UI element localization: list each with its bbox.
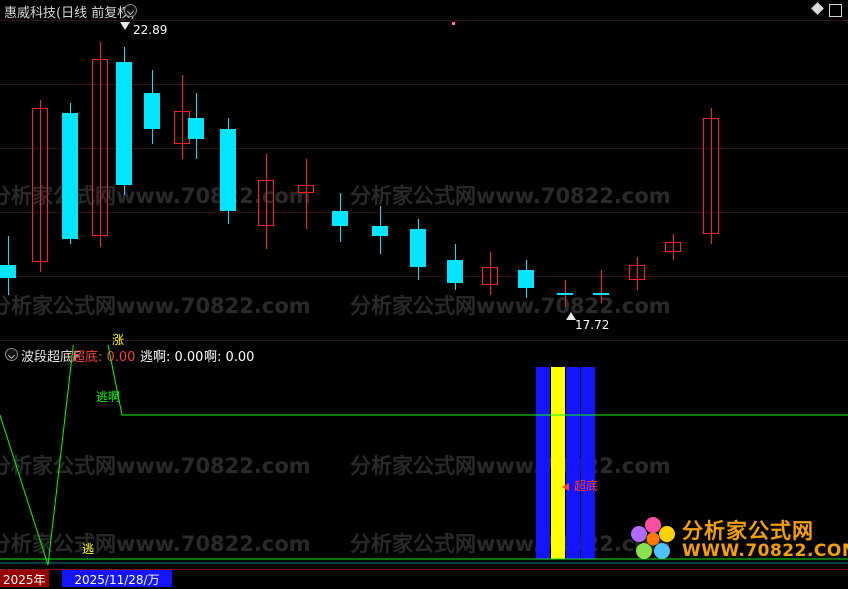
candle-body [410, 228, 426, 268]
indicator-header: 波段超底F 超底: 0.00 逃啊: 0.00 啊: 0.00 [0, 345, 848, 365]
candle-body [447, 259, 463, 283]
candlestick [629, 20, 645, 342]
candle-wick [40, 100, 41, 273]
candlestick [220, 20, 236, 342]
marker-dot-icon [452, 22, 455, 25]
candle-wick [673, 233, 674, 260]
candlestick [593, 20, 609, 342]
gridline [0, 340, 848, 341]
flower-logo-icon [631, 517, 675, 559]
candle-body [116, 61, 132, 186]
arrow-up-icon [566, 312, 576, 320]
candle-body [298, 185, 314, 193]
gridline [0, 276, 848, 277]
candle-wick [100, 41, 101, 247]
indicator-line-series [0, 345, 848, 566]
axis-year-label: 2025年 [0, 570, 49, 587]
candlestick [703, 20, 719, 342]
candle-body [92, 59, 108, 237]
candlestick [258, 20, 274, 342]
candlestick [116, 20, 132, 342]
candle-body [258, 180, 274, 227]
square-icon[interactable] [829, 4, 842, 17]
candle-body [557, 292, 573, 296]
annotation-chaodi: 超底 [574, 479, 599, 493]
gridline [0, 20, 848, 21]
candlestick [332, 20, 348, 342]
time-axis[interactable]: 2025年 2025/11/28/万 [0, 569, 848, 587]
candlestick [298, 20, 314, 342]
candle-body [593, 292, 609, 296]
page-title: 惠威科技(日线 前复权) [4, 6, 136, 21]
indicator-value-taoa: 逃啊: 0.00 [140, 350, 204, 365]
candle-body [188, 118, 204, 139]
candle-body [62, 113, 78, 240]
candle-wick [711, 108, 712, 245]
arrow-left-icon [562, 483, 569, 491]
candle-body [32, 108, 48, 263]
candlestick [0, 20, 16, 342]
candle-body [372, 226, 388, 237]
diamond-icon[interactable] [811, 2, 824, 15]
candle-body [144, 92, 160, 129]
candlestick [372, 20, 388, 342]
chevron-down-circle-icon[interactable] [5, 348, 18, 361]
price-chart-pane[interactable]: 22.89 17.72 [0, 20, 848, 342]
gridline [0, 148, 848, 149]
window-titlebar: 惠威科技(日线 前复权) [0, 0, 848, 21]
candle-wick [601, 269, 602, 304]
candlestick [62, 20, 78, 342]
axis-selected-date[interactable]: 2025/11/28/万 [62, 570, 172, 587]
low-price-label: 17.72 [575, 318, 610, 332]
candle-wick [182, 74, 183, 160]
candlestick [144, 20, 160, 342]
candle-body [703, 118, 719, 234]
gridline [0, 84, 848, 85]
candle-wick [266, 154, 267, 250]
candle-body [220, 128, 236, 211]
candle-wick [306, 159, 307, 229]
annotation-taoa: 逃啊 [96, 390, 121, 404]
chevron-down-circle-icon[interactable] [124, 4, 137, 17]
indicator-value-a: 啊: 0.00 [204, 350, 255, 365]
indicator-chart-pane[interactable]: 涨 逃啊 逃 超底 [0, 333, 848, 569]
candlestick [447, 20, 463, 342]
candle-wick [490, 251, 491, 296]
candle-body [332, 210, 348, 227]
indicator-name: 波段超底F [21, 350, 81, 365]
candle-body [629, 264, 645, 281]
candlestick [92, 20, 108, 342]
candlestick [32, 20, 48, 342]
indicator-value-chaodi: 超底: 0.00 [72, 350, 136, 365]
annotation-tao: 逃 [82, 542, 95, 556]
candlestick [188, 20, 204, 342]
candlestick [665, 20, 681, 342]
candle-body [0, 264, 16, 278]
site-url: WWW.70822.COM [682, 541, 848, 561]
candlestick [557, 20, 573, 342]
candle-wick [637, 257, 638, 291]
site-logo: 分析家公式网 WWW.70822.COM [630, 513, 848, 569]
candle-body [518, 269, 534, 288]
candlestick [482, 20, 498, 342]
candle-body [482, 267, 498, 286]
high-price-label: 22.89 [133, 23, 168, 37]
candle-body [665, 241, 681, 252]
annotation-zhang: 涨 [112, 333, 125, 347]
candlestick [410, 20, 426, 342]
candlestick [518, 20, 534, 342]
site-name-cn: 分析家公式网 [682, 519, 814, 543]
gridline [0, 212, 848, 213]
arrow-down-icon [120, 22, 130, 30]
